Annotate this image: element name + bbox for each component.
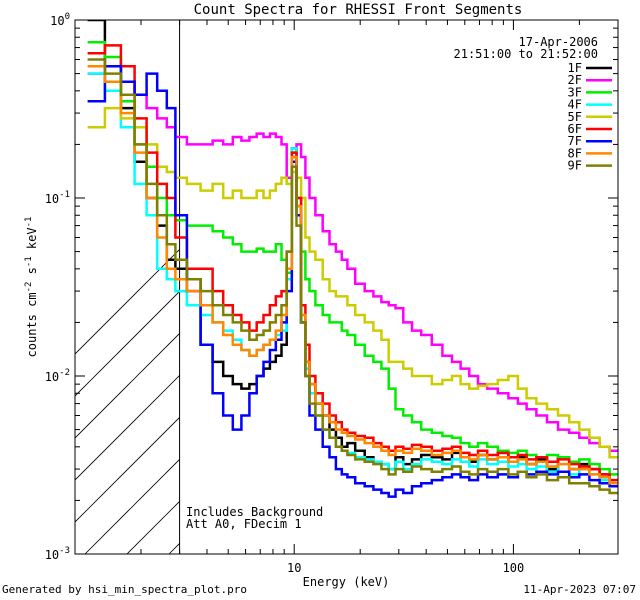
legend-label: 8F [568, 146, 582, 160]
series-7F [87, 64, 618, 498]
hatch-line [75, 332, 180, 439]
annotation-background: Includes Background [186, 505, 323, 519]
hatch-line [75, 416, 180, 523]
series-2F [87, 64, 618, 453]
legend-label: 2F [568, 73, 582, 87]
y-tick-label: 100 [50, 12, 70, 28]
x-axis-label: Energy (keV) [303, 575, 390, 589]
observation-date: 17-Apr-2006 [519, 35, 598, 49]
legend-label: 3F [568, 85, 582, 99]
y-tick-label: 10-3 [45, 546, 70, 562]
observation-time-range: 21:51:00 to 21:52:00 [454, 47, 599, 61]
series-9F [87, 58, 618, 495]
series-3F [87, 40, 618, 476]
footer-date: 11-Apr-2023 07:07 [523, 583, 636, 596]
legend-label: 5F [568, 110, 582, 124]
legend-label: 4F [568, 98, 582, 112]
y-tick-label: 10-2 [45, 368, 70, 384]
series-layer [87, 20, 618, 498]
y-axis-label: counts cm-2 s-1 keV-1 [24, 217, 39, 358]
series-8F [87, 64, 618, 485]
series-5F [87, 106, 618, 459]
hatched-region [75, 0, 640, 554]
y-tick-label: 10-1 [45, 190, 70, 206]
footer-generated-by: Generated by hsi_min_spectra_plot.pro [2, 583, 248, 596]
x-tick-label: 100 [503, 561, 525, 575]
hatch-line [75, 374, 180, 481]
axis-ticks: 10 100 100 10-1 10-2 10-3 [45, 12, 619, 575]
hatch-line [631, 0, 640, 554]
legend-label: 1F [568, 61, 582, 75]
chart-title: Count Spectra for RHESSI Front Segments [194, 2, 523, 18]
legend-label: 9F [568, 159, 582, 173]
annotation-attenuator: Att A0, FDecim 1 [186, 517, 302, 531]
series-4F [87, 72, 618, 488]
plot-frame [74, 19, 619, 555]
hatch-line [421, 0, 640, 554]
legend-label: 6F [568, 122, 582, 136]
legend-label: 7F [568, 134, 582, 148]
hatch-line [589, 0, 640, 554]
x-tick-label: 10 [287, 561, 301, 575]
